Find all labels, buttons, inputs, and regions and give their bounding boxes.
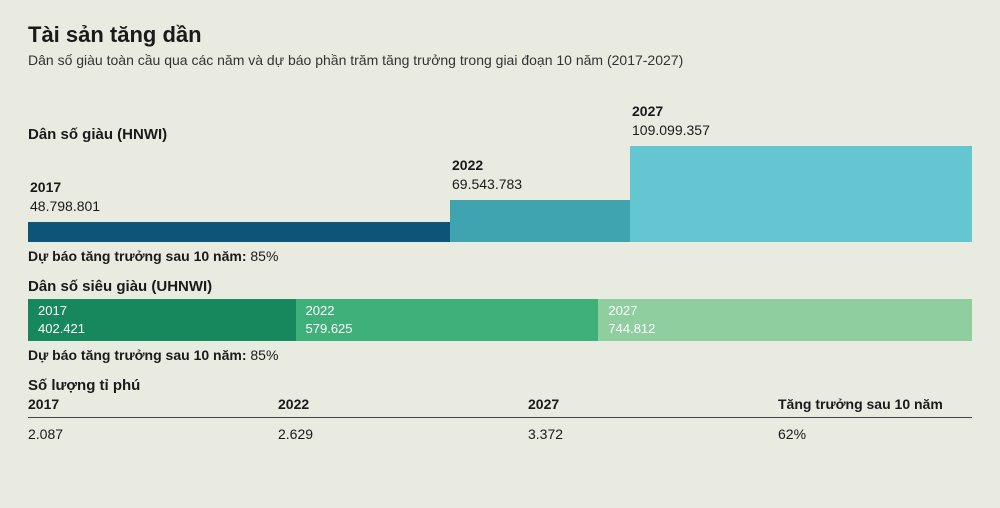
bill-val-2022: 2.629 (278, 426, 528, 443)
uhnwi-value-2017: 402.421 (38, 320, 286, 338)
hnwi-year-2022: 2022 (452, 157, 483, 173)
hnwi-year-2027: 2027 (632, 103, 663, 119)
bill-col-2017: 2017 (28, 396, 278, 413)
billionaires-table-header: 2017 2022 2027 Tăng trưởng sau 10 năm (28, 396, 972, 418)
hnwi-bar-2017-label: 2017 48.798.801 (30, 178, 100, 216)
uhnwi-forecast-value: 85% (250, 347, 278, 363)
hnwi-forecast-prefix: Dự báo tăng trưởng sau 10 năm: (28, 248, 250, 264)
hnwi-section-label: Dân số giàu (HNWI) (28, 126, 167, 143)
uhnwi-forecast-prefix: Dự báo tăng trưởng sau 10 năm: (28, 347, 250, 363)
chart-title: Tài sản tăng dần (28, 22, 972, 48)
billionaires-section-label: Số lượng tỉ phú (28, 377, 972, 394)
hnwi-bar-2022-label: 2022 69.543.783 (452, 156, 522, 194)
uhnwi-value-2027: 744.812 (608, 320, 962, 338)
hnwi-forecast: Dự báo tăng trưởng sau 10 năm: 85% (28, 248, 972, 264)
uhnwi-seg-2027: 2027 744.812 (598, 299, 972, 341)
uhnwi-seg-2022: 2022 579.625 (296, 299, 599, 341)
bill-col-growth: Tăng trưởng sau 10 năm (778, 396, 948, 413)
hnwi-step-chart: Dân số giàu (HNWI) 2017 48.798.801 2022 … (28, 92, 972, 242)
uhnwi-row-chart: 2017 402.421 2022 579.625 2027 744.812 (28, 299, 972, 341)
bill-val-2017: 2.087 (28, 426, 278, 443)
bill-col-2022: 2022 (278, 396, 528, 413)
bill-val-2027: 3.372 (528, 426, 778, 443)
billionaires-table-row: 2.087 2.629 3.372 62% (28, 424, 972, 443)
hnwi-year-2017: 2017 (30, 179, 61, 195)
uhnwi-section-label: Dân số siêu giàu (UHNWI) (28, 278, 972, 295)
hnwi-bar-2027-label: 2027 109.099.357 (632, 102, 710, 140)
hnwi-value-2022: 69.543.783 (452, 176, 522, 192)
uhnwi-forecast: Dự báo tăng trưởng sau 10 năm: 85% (28, 347, 972, 363)
bill-col-2027: 2027 (528, 396, 778, 413)
bill-val-growth: 62% (778, 426, 948, 443)
hnwi-value-2027: 109.099.357 (632, 122, 710, 138)
hnwi-bar-2027 (630, 146, 972, 242)
uhnwi-seg-2017: 2017 402.421 (28, 299, 296, 341)
hnwi-bar-2017 (28, 222, 450, 242)
uhnwi-value-2022: 579.625 (306, 320, 589, 338)
hnwi-forecast-value: 85% (250, 248, 278, 264)
uhnwi-year-2027: 2027 (608, 302, 962, 320)
uhnwi-year-2017: 2017 (38, 302, 286, 320)
chart-subtitle: Dân số giàu toàn cầu qua các năm và dự b… (28, 52, 972, 68)
hnwi-bar-2022 (450, 200, 630, 242)
hnwi-value-2017: 48.798.801 (30, 198, 100, 214)
uhnwi-year-2022: 2022 (306, 302, 589, 320)
